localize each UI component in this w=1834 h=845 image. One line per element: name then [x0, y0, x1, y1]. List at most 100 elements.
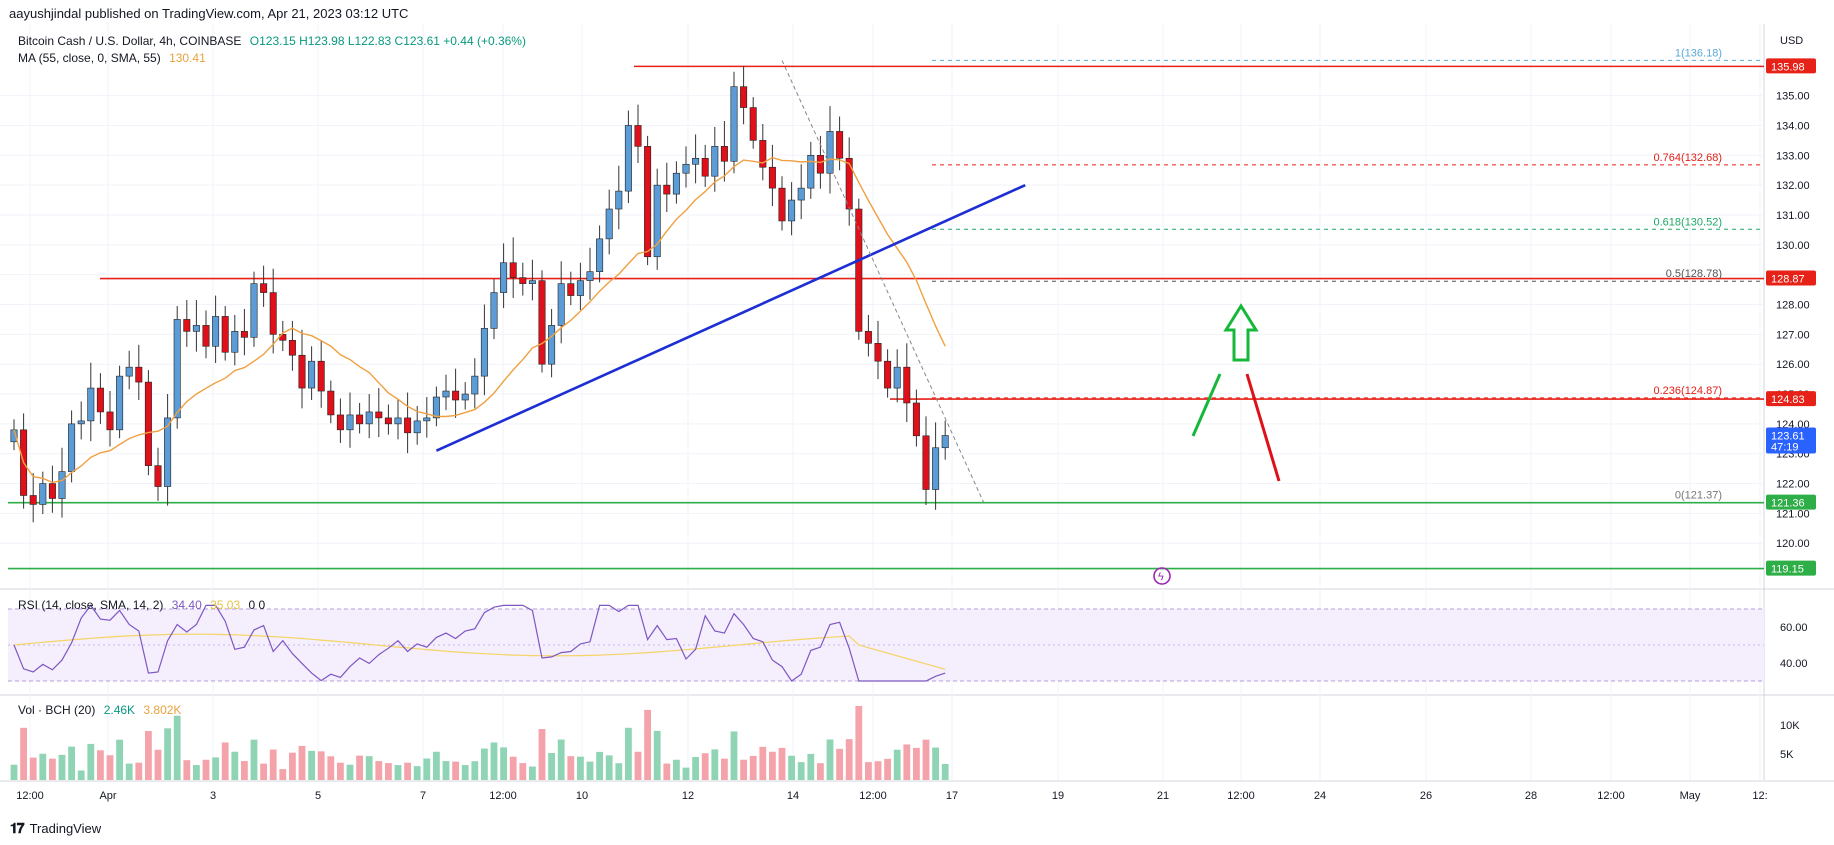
volume-bar [327, 756, 335, 780]
price-tick-label: 133.00 [1776, 150, 1810, 162]
volume-bar [317, 751, 325, 780]
tradingview-logo-icon: 𝟏𝟕 [10, 820, 25, 836]
candle-up [346, 414, 354, 431]
candle-down [749, 107, 757, 141]
candle-up [797, 187, 805, 201]
time-tick-label: 10 [576, 790, 588, 802]
volume-pane: 5K 10K [10, 706, 1800, 780]
candle-up [308, 360, 316, 389]
rsi-legend[interactable]: RSI (14, close, SMA, 14, 2) 34.40 35.03 … [18, 598, 270, 612]
candle-up [68, 423, 76, 472]
candle-down [384, 417, 392, 425]
volume-bar [797, 762, 805, 780]
candle-down [29, 495, 37, 505]
candle-up [730, 86, 738, 162]
time-tick-label: Apr [99, 790, 116, 802]
candle-up [692, 157, 700, 165]
volume-bar [730, 731, 738, 780]
candle-down [356, 414, 364, 425]
ma-value: 130.41 [169, 51, 206, 65]
symbol-legend[interactable]: Bitcoin Cash / U.S. Dollar, 4h, COINBASE… [18, 34, 531, 48]
volume-bar [826, 739, 834, 780]
candle-up [125, 366, 133, 377]
time-tick-label: 5 [315, 790, 321, 802]
fib-diagonal [781, 60, 985, 503]
price-tick-label: 126.00 [1776, 359, 1810, 371]
price-label-box [1766, 270, 1816, 286]
candle-up [548, 325, 556, 365]
time-tick-label: 12:00 [1597, 790, 1625, 802]
rsi-ma-value: 35.03 [210, 598, 241, 612]
time-tick-label: 28 [1525, 790, 1537, 802]
volume-bar [58, 754, 66, 780]
volume-bar [721, 758, 728, 780]
volume-bar [740, 759, 747, 780]
axis-unit-label: USD [1780, 35, 1803, 47]
tradingview-footer[interactable]: 𝟏𝟕 TradingView [10, 820, 101, 837]
candle-up [624, 125, 632, 192]
candle-down [202, 325, 210, 347]
candle-up [596, 238, 604, 272]
ma-legend[interactable]: MA (55, close, 0, SMA, 55) 130.41 [18, 51, 211, 65]
volume-bar [874, 761, 882, 780]
volume-bar [778, 747, 786, 780]
volume-tick-label: 10K [1780, 720, 1800, 732]
volume-bar [625, 727, 632, 780]
candle-up [192, 325, 200, 332]
volume-bar [653, 730, 661, 780]
volume-bar [577, 756, 584, 780]
time-tick-label: May [1680, 790, 1701, 802]
candle-up [365, 411, 373, 425]
volume-bar [164, 728, 171, 780]
volume-bar [68, 746, 75, 780]
candle-down [375, 411, 383, 419]
candle-up [557, 283, 565, 326]
volume-bar [250, 739, 258, 780]
candle-up [39, 483, 47, 505]
volume-bar [615, 763, 623, 780]
volume-bar [538, 729, 546, 780]
candle-down [759, 140, 767, 168]
candle-up [461, 393, 469, 401]
volume-bar [212, 757, 219, 780]
candle-up [164, 417, 172, 487]
price-tick-label: 122.00 [1776, 479, 1810, 491]
publisher-header: aayushjindal published on TradingView.co… [9, 6, 409, 21]
price-tick-label: 132.00 [1776, 180, 1810, 192]
time-tick-label: 24 [1314, 790, 1326, 802]
volume-bar [77, 770, 85, 780]
price-label-box [1766, 560, 1816, 576]
candle-up [586, 271, 594, 281]
volume-bar [356, 755, 363, 780]
price-label-text: 135.98 [1771, 61, 1805, 73]
volume-bar [759, 746, 767, 780]
time-tick-label: 7 [420, 790, 426, 802]
volume-bar [529, 766, 536, 780]
volume-bar [932, 747, 939, 780]
rsi-pane: 40.00 60.00 [8, 604, 1808, 682]
candle-up [432, 396, 440, 419]
volume-bar [663, 763, 671, 780]
volume-label: Vol · BCH (20) [18, 703, 96, 717]
volume-bar [337, 762, 344, 780]
time-tick-label: 17 [946, 790, 958, 802]
price-tick-label: 127.00 [1776, 329, 1810, 341]
volume-legend[interactable]: Vol · BCH (20) 2.46K 3.802K [18, 703, 186, 717]
volume-bar [404, 762, 411, 780]
volume-bar [941, 764, 949, 780]
price-tick-label: 134.00 [1776, 120, 1810, 132]
price-label-text: 128.87 [1771, 274, 1805, 286]
volume-tick-label: 5K [1780, 749, 1794, 761]
candle-down [106, 411, 114, 431]
candle-up [653, 184, 661, 258]
time-axis: 12:00 Apr 3 5 7 12:00 10 12 14 12:00 17 19 21 12:00 24… [16, 790, 1767, 802]
volume-bar [701, 753, 709, 780]
candle-down [183, 319, 191, 332]
volume-bar [298, 745, 306, 780]
price-axis: 120.00121.00122.00123.00124.00125.00126.… [1766, 35, 1816, 576]
volume-bar [116, 739, 123, 780]
candle-up [77, 420, 85, 425]
volume-bar [884, 758, 891, 780]
volume-bar [269, 749, 277, 780]
